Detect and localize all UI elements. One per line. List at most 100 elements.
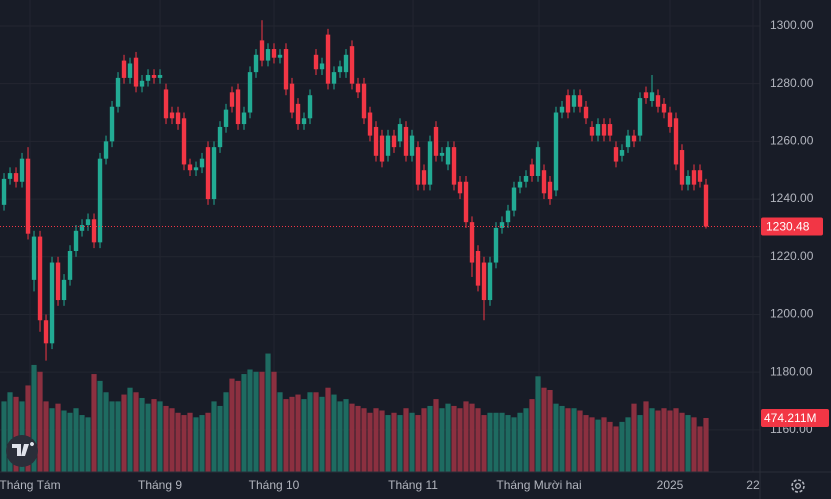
volume-bar [625,417,631,472]
candle-body [175,112,181,125]
volume-bar [367,412,373,472]
x-tick-label: Tháng 11 [388,478,438,492]
volume-bar [91,374,97,472]
candle-body [601,124,607,136]
candle-body [133,57,139,87]
candle-body [529,164,535,176]
logo-mark[interactable] [12,442,34,456]
volume-bar [109,401,115,472]
y-tick-label: 1240.00 [770,191,814,205]
candle-body [85,219,91,226]
volume-bar [583,415,589,472]
candle-body [229,92,235,107]
candle-body [7,173,13,179]
volume-bar [277,392,283,472]
candle-body [181,118,187,165]
volume-pane [1,353,709,472]
volume-bar [445,403,451,472]
volume-bar [229,378,235,472]
logo[interactable] [6,435,38,467]
volume-bar [223,392,229,472]
y-tick-label: 1260.00 [770,134,814,148]
candle-body [625,135,631,148]
volume-bar [439,408,445,472]
candle-body [73,230,79,252]
volume-bar [157,401,163,472]
volume-bar [595,419,601,472]
volume-bar [235,380,241,472]
volume-bar [31,364,37,472]
candle-body [553,112,559,191]
candle-body [217,126,223,148]
volume-bar [73,408,79,472]
candle-body [277,54,283,58]
volume-bar [199,415,205,472]
candle-body [91,219,97,243]
settings-icon[interactable] [791,479,805,493]
volume-bar [469,403,475,472]
volume-bar [541,387,547,472]
candle-body [583,106,589,119]
logo-circle[interactable] [6,435,38,467]
candle-body [307,95,313,119]
volume-bar [703,417,709,472]
volume-bar [397,415,403,472]
volume-bar [43,401,49,472]
candle-body [139,80,145,87]
x-tick-label: Tháng Mười hai [496,478,581,492]
volume-bar [619,421,625,472]
volume-bar [7,392,13,472]
volume-bar [607,421,613,472]
candle-body [61,279,67,301]
volume-bar [613,426,619,472]
candle-body [463,181,469,223]
candle-body [547,181,553,200]
volume-bar [421,408,427,472]
volume-bar [151,399,157,472]
candle-body [469,222,475,263]
volume-bar [337,401,343,472]
candle-body [595,124,601,136]
candle-body [493,227,499,263]
candle-body [643,92,649,99]
volume-bar [295,394,301,472]
volume-bar [529,399,535,472]
candle-body [13,173,19,182]
gear-ring[interactable] [791,479,805,493]
volume-bar [187,412,193,472]
volume-bar [85,417,91,472]
volume-bar [283,399,289,472]
volume-bar [565,408,571,472]
volume-bar [457,408,463,472]
x-tick-label: 2025 [657,478,684,492]
candle-body [673,118,679,165]
volume-bar [403,408,409,472]
volume-bar [13,396,19,472]
candle-body [1,178,7,205]
candle-body [241,112,247,125]
volume-bar [379,410,385,472]
volume-bar [463,401,469,472]
volume-bar [493,412,499,472]
candle-body [193,167,199,171]
candle-body [331,72,337,84]
volume-bar [313,392,319,472]
candle-body [367,112,373,136]
volume-bar [289,396,295,472]
candle-body [223,109,229,127]
candle-body [691,170,697,185]
volume-bar [685,415,691,472]
candle-body [559,106,565,113]
gear-hub[interactable] [794,482,802,490]
volume-bar [163,405,169,472]
candle-body [31,236,37,280]
volume-bar [655,410,661,472]
candle-body [421,170,427,185]
candle-body [361,83,367,119]
volume-bar [631,403,637,472]
volume-bar [61,410,67,472]
volume-bar [673,408,679,472]
volume-bar [37,371,43,472]
